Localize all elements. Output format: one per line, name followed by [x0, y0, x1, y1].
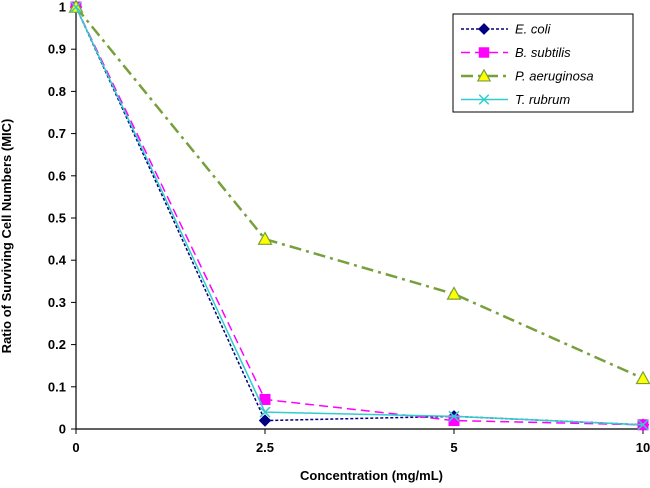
- y-ticks: 0 0.1 0.2 0.3 0.4 0.5 0.6 0.7 0.8 0.9 1: [48, 0, 76, 437]
- legend-item: B. subtilis: [461, 45, 571, 60]
- marker-triangle: [476, 68, 492, 82]
- marker-x: [259, 406, 271, 418]
- marker-x: [637, 419, 649, 431]
- marker-square: [478, 47, 490, 58]
- y-tick-label: 0.7: [48, 126, 66, 141]
- y-tick-label: 1: [59, 0, 66, 15]
- legend-item: E. coli: [461, 22, 552, 37]
- legend-item: T. rubrum: [461, 92, 570, 107]
- x-ticks: 0 2.5 5 10: [72, 429, 650, 455]
- y-tick-label: 0.8: [48, 84, 66, 99]
- legend-label: P. aeruginosa: [515, 69, 594, 84]
- legend-label: T. rubrum: [515, 92, 570, 107]
- legend-label: E. coli: [515, 22, 552, 37]
- series-line: [75, 6, 644, 426]
- legend-label: B. subtilis: [515, 45, 571, 60]
- legend: E. coli B. subtilis P. aeruginosa T. rubrum: [452, 13, 634, 113]
- x-tick-label: 2.5: [256, 440, 274, 455]
- marker-triangle: [257, 231, 273, 245]
- marker-square: [448, 415, 460, 427]
- series-t-rubrum: [70, 1, 649, 431]
- y-tick-label: 0.9: [48, 42, 66, 57]
- y-tick-label: 0: [59, 422, 66, 437]
- x-tick-label: 5: [450, 440, 457, 455]
- legend-item: P. aeruginosa: [461, 69, 594, 84]
- y-tick-label: 0.5: [48, 211, 66, 226]
- x-tick-label: 0: [72, 440, 79, 455]
- marker-triangle: [635, 370, 650, 385]
- marker-square: [259, 393, 271, 405]
- x-axis-title: Concentration (mg/mL): [300, 468, 443, 483]
- y-tick-label: 0.3: [48, 295, 66, 310]
- y-tick-label: 0.6: [48, 168, 66, 183]
- series-layer: [68, 0, 650, 431]
- marker-x: [448, 410, 460, 422]
- y-tick-label: 0.4: [48, 253, 67, 268]
- marker-x: [478, 94, 490, 105]
- marker-x: [70, 1, 82, 13]
- x-tick-label: 10: [636, 440, 650, 455]
- marker-triangle: [446, 286, 462, 300]
- series-line: [75, 6, 644, 426]
- marker-diamond: [478, 23, 490, 35]
- series-line: [75, 6, 644, 426]
- y-axis-title: Ratio of Surviving Cell Numbers (MIC): [0, 119, 14, 354]
- marker-diamond: [258, 414, 272, 427]
- y-tick-label: 0.1: [48, 379, 66, 394]
- y-tick-label: 0.2: [48, 337, 66, 352]
